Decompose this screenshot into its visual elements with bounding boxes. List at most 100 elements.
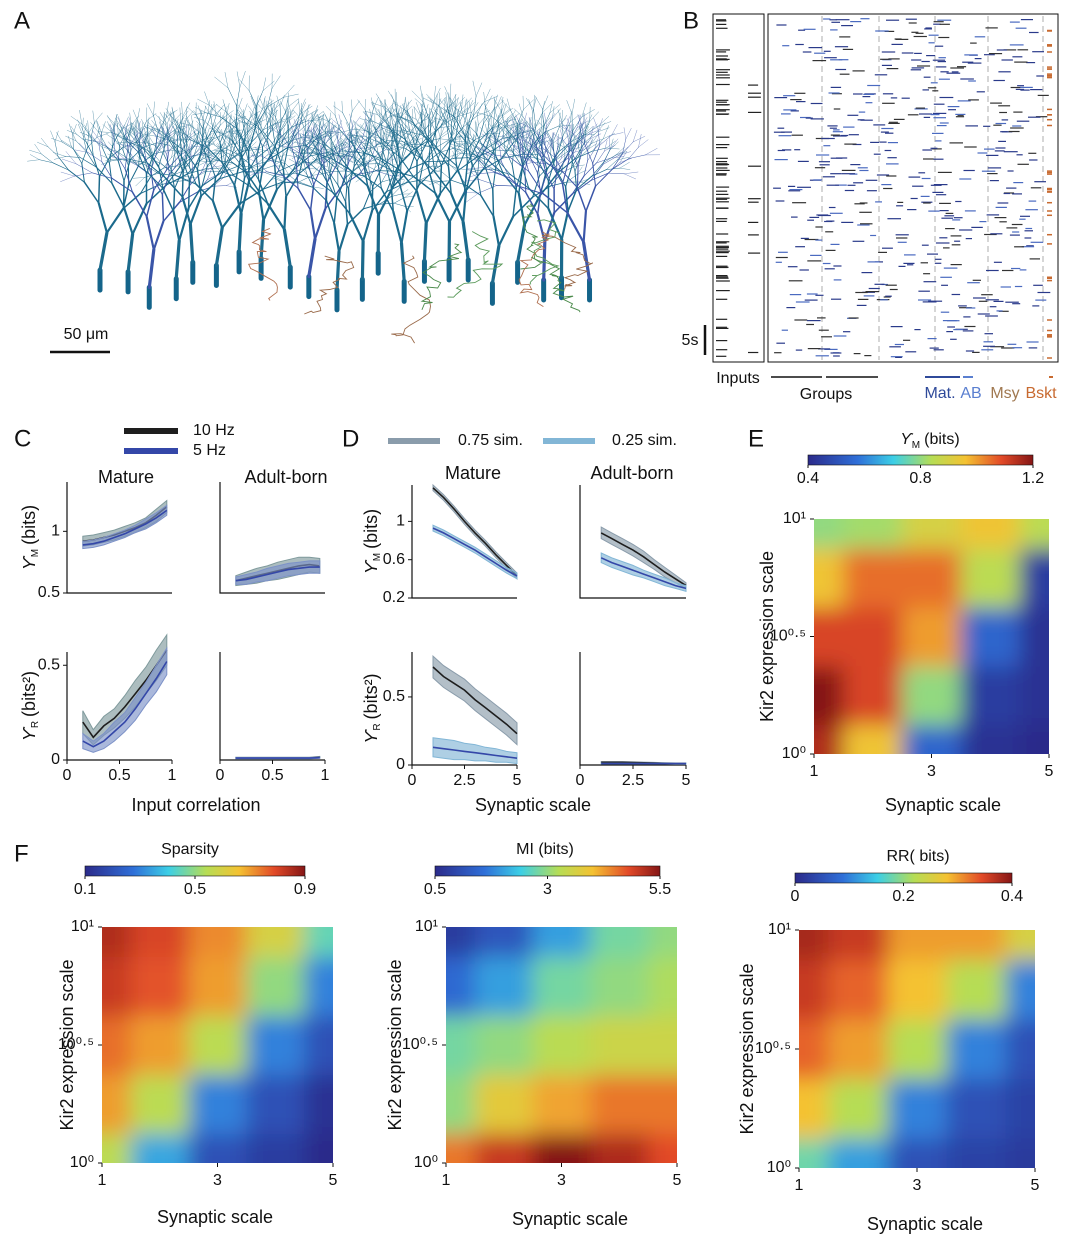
heatmap-cell bbox=[843, 725, 902, 795]
heatmap-cell bbox=[829, 1019, 889, 1079]
axes bbox=[580, 652, 686, 765]
dendrite bbox=[568, 189, 577, 211]
heatmap-cell bbox=[189, 957, 247, 1017]
dendrite bbox=[115, 118, 121, 128]
heatmap-cell bbox=[246, 957, 304, 1017]
dendrite bbox=[190, 196, 201, 225]
heatmap-cell bbox=[1020, 479, 1073, 549]
x-tick-label: 3 bbox=[213, 1172, 222, 1189]
heatmap-cell bbox=[947, 1079, 1007, 1139]
dendrite bbox=[35, 144, 42, 154]
x-axis-label: Synaptic scale bbox=[157, 1207, 273, 1227]
dendrite bbox=[80, 132, 91, 137]
dendrite bbox=[133, 204, 147, 235]
y-tick-label: 0 bbox=[51, 751, 60, 768]
dendrite bbox=[594, 118, 599, 131]
dendrite bbox=[484, 104, 491, 116]
dendrite bbox=[598, 130, 600, 145]
colorbar-title: RR( bits) bbox=[886, 848, 949, 865]
dendrite bbox=[554, 171, 557, 189]
dendrite bbox=[503, 131, 504, 148]
dendrite bbox=[450, 84, 451, 99]
dendrite bbox=[91, 135, 99, 146]
dendrite bbox=[101, 155, 114, 160]
dendrite bbox=[331, 125, 334, 136]
y-tick-label: 10⁰ bbox=[70, 1154, 94, 1171]
dendrite bbox=[597, 151, 605, 163]
x-tick-label: 0 bbox=[216, 767, 225, 784]
dendrite bbox=[268, 97, 284, 107]
dendrite bbox=[137, 108, 139, 120]
heatmap-cell bbox=[475, 1134, 533, 1204]
dendrite bbox=[417, 191, 426, 223]
dendrite bbox=[315, 179, 333, 193]
colorbar-tick-label: 0.1 bbox=[74, 881, 96, 898]
heatmap-cell bbox=[475, 957, 533, 1017]
dendrite bbox=[603, 126, 609, 139]
colorbar-tick-label: 0.5 bbox=[424, 881, 446, 898]
dendrite bbox=[598, 119, 602, 131]
dendrite bbox=[153, 102, 154, 116]
dendrite bbox=[327, 201, 335, 224]
x-tick-label: 1 bbox=[98, 1172, 107, 1189]
heatmap-cell bbox=[843, 607, 902, 666]
dendrite bbox=[162, 195, 163, 222]
dendrite bbox=[375, 111, 386, 121]
dendrite bbox=[445, 87, 451, 100]
dendrite bbox=[112, 183, 124, 206]
dendrite bbox=[327, 182, 328, 201]
dendrite bbox=[299, 182, 312, 187]
heatmap-cell bbox=[590, 1075, 648, 1135]
dendrite bbox=[544, 113, 546, 126]
x-tick-label: 0 bbox=[576, 772, 585, 789]
dendrite bbox=[129, 166, 139, 185]
dendrite bbox=[400, 185, 407, 211]
dendrite bbox=[608, 173, 624, 174]
heatmap-cell bbox=[189, 1016, 247, 1076]
dendrite bbox=[102, 148, 109, 164]
y-tick-label: 0 bbox=[396, 756, 405, 773]
panel-label: E bbox=[748, 425, 764, 452]
dendrite bbox=[51, 138, 62, 142]
dendrite bbox=[562, 110, 563, 121]
neuron-morphology bbox=[27, 71, 659, 343]
y-tick-label: 10¹ bbox=[783, 510, 806, 527]
heatmap-cell bbox=[590, 1134, 648, 1204]
dendrite bbox=[323, 112, 329, 122]
dendrite bbox=[379, 187, 393, 215]
dendrite bbox=[428, 119, 429, 140]
dendrite bbox=[83, 137, 86, 152]
dendrite bbox=[88, 140, 101, 142]
dendrite bbox=[298, 99, 300, 112]
dendrite bbox=[323, 175, 333, 193]
y-axis-label: Kir2 expression scale bbox=[385, 959, 405, 1130]
dendrite bbox=[570, 115, 579, 123]
dendrite bbox=[626, 128, 632, 139]
time-bar-label: 5s bbox=[682, 332, 699, 349]
dendrite bbox=[349, 188, 350, 213]
colorbar bbox=[795, 873, 1012, 883]
dendrite bbox=[77, 134, 87, 142]
dendrite bbox=[110, 164, 113, 184]
dendrite bbox=[133, 177, 144, 178]
dendrite bbox=[133, 110, 137, 120]
dendrite bbox=[315, 209, 325, 239]
dendrite bbox=[216, 105, 224, 115]
dendrite bbox=[280, 101, 286, 112]
dendrite bbox=[245, 116, 252, 126]
dendrite bbox=[175, 157, 176, 167]
dendrite bbox=[291, 102, 299, 113]
dendrite bbox=[258, 104, 267, 114]
dendrite bbox=[99, 132, 113, 133]
colorbar-tick-label: 0.4 bbox=[1001, 888, 1023, 905]
dendrite bbox=[557, 137, 558, 147]
dendrite bbox=[278, 163, 297, 171]
heatmap-cell bbox=[888, 1138, 948, 1208]
dendrite bbox=[402, 243, 405, 281]
dendrite bbox=[241, 181, 249, 214]
dendrite bbox=[226, 119, 236, 127]
colorbar-tick-label: 5.5 bbox=[649, 881, 671, 898]
heatmap-cell bbox=[533, 1075, 591, 1135]
dendrite bbox=[203, 114, 208, 129]
colorbar-tick-label: 0.5 bbox=[184, 881, 206, 898]
